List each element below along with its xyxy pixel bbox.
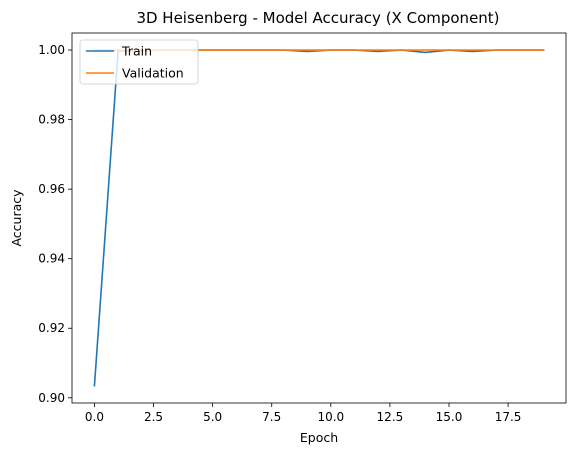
- chart-title: 3D Heisenberg - Model Accuracy (X Compon…: [136, 9, 499, 27]
- plot-area: [93, 49, 545, 387]
- y-tick-label: 1.00: [38, 43, 65, 57]
- x-axis-label: Epoch: [300, 430, 338, 445]
- legend: Train Validation: [79, 39, 199, 85]
- x-tick-label: 0.0: [85, 410, 104, 424]
- y-tick-label: 0.98: [38, 113, 65, 127]
- x-tick-label: 10.0: [317, 410, 344, 424]
- x-tick-label: 2.5: [144, 410, 163, 424]
- y-axis-label: Accuracy: [9, 189, 24, 247]
- y-axis: 0.90 0.92 0.94 0.96 0.98 1.00: [38, 43, 72, 405]
- legend-label-validation: Validation: [122, 66, 184, 81]
- x-axis: 0.0 2.5 5.0 7.5 10.0 12.5 15.0 17.5: [85, 403, 522, 424]
- plot-frame: [71, 32, 567, 404]
- x-tick-label: 15.0: [436, 410, 463, 424]
- legend-label-train: Train: [121, 44, 152, 59]
- y-tick-label: 0.92: [38, 321, 65, 335]
- y-tick-label: 0.94: [38, 252, 65, 266]
- x-tick-label: 17.5: [495, 410, 522, 424]
- x-tick-label: 12.5: [377, 410, 404, 424]
- y-tick-label: 0.90: [38, 391, 65, 405]
- x-tick-label: 5.0: [203, 410, 222, 424]
- x-tick-label: 7.5: [262, 410, 281, 424]
- y-tick-label: 0.96: [38, 182, 65, 196]
- series-line-train: [93, 49, 545, 387]
